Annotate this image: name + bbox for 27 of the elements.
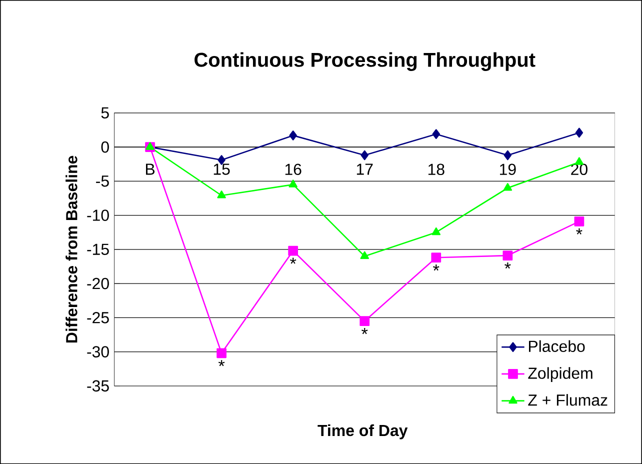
y-tick-label: -5 bbox=[96, 175, 109, 187]
y-tick-label: -30 bbox=[87, 346, 109, 358]
chart-title: Continuous Processing Throughput bbox=[194, 52, 536, 71]
annotation: * bbox=[290, 258, 296, 264]
annotation: * bbox=[576, 228, 582, 234]
x-tick-label: 18 bbox=[428, 164, 444, 175]
y-axis-title: Difference from Baseline bbox=[66, 156, 78, 342]
x-tick-label: 15 bbox=[214, 164, 230, 175]
y-tick-label: 5 bbox=[101, 107, 109, 118]
legend-label: Zolpidem bbox=[528, 367, 592, 382]
x-tick-label: B bbox=[146, 164, 155, 175]
y-tick-label: -35 bbox=[87, 380, 109, 392]
y-tick-label: 0 bbox=[101, 141, 109, 153]
x-tick-label: 19 bbox=[500, 164, 516, 175]
y-tick-label: -25 bbox=[87, 312, 109, 324]
x-axis-title: Time of Day bbox=[318, 424, 408, 440]
legend-label: Z + Flumaz bbox=[528, 394, 608, 406]
x-tick-label: 17 bbox=[356, 164, 373, 175]
y-tick-label: -10 bbox=[87, 210, 109, 221]
y-tick-label: -15 bbox=[87, 244, 109, 255]
annotation: * bbox=[362, 328, 368, 334]
legend-label: Placebo bbox=[528, 340, 585, 352]
annotation: * bbox=[433, 264, 440, 271]
annotation: * bbox=[504, 262, 511, 268]
x-tick-label: 16 bbox=[285, 164, 302, 175]
annotation: * bbox=[218, 360, 225, 366]
y-tick-label: -20 bbox=[87, 278, 109, 290]
